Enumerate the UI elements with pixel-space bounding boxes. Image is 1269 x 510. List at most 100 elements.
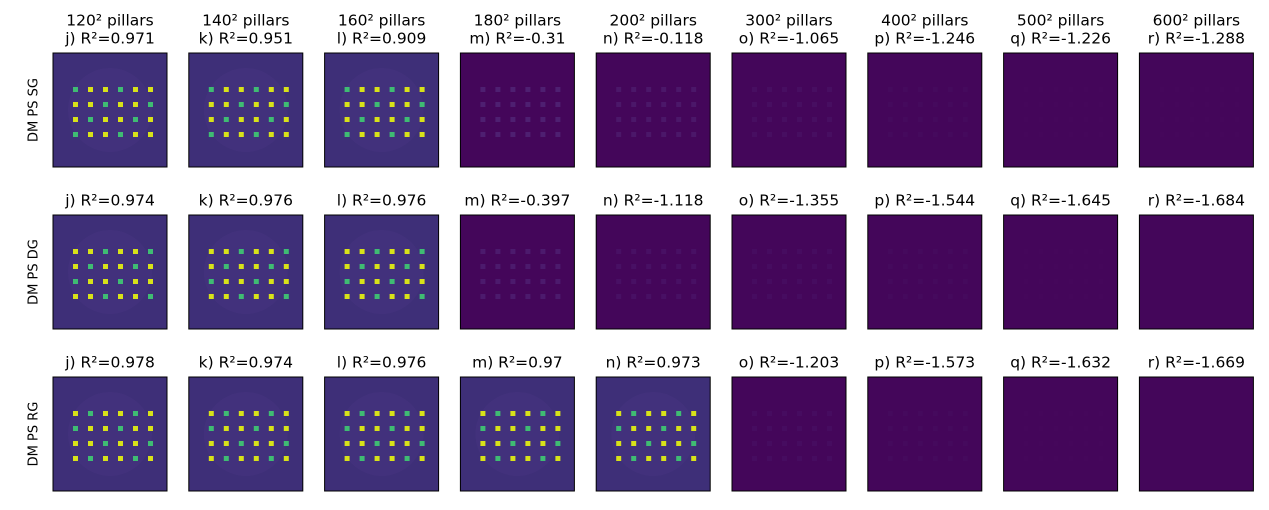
pillar bbox=[253, 441, 259, 446]
halo bbox=[68, 392, 152, 476]
pillar bbox=[827, 264, 832, 269]
pillar bbox=[661, 294, 667, 299]
pillar bbox=[917, 264, 923, 269]
panel-image bbox=[324, 376, 440, 492]
pillar bbox=[1068, 456, 1074, 461]
panel-image bbox=[188, 214, 304, 330]
pillar bbox=[495, 117, 501, 122]
pillar bbox=[495, 294, 501, 299]
pillar bbox=[480, 249, 486, 254]
pillar bbox=[676, 87, 682, 92]
halo bbox=[339, 68, 424, 152]
pillar bbox=[1068, 294, 1074, 299]
pillar bbox=[646, 279, 652, 284]
panel-image bbox=[867, 52, 983, 168]
panel-title: m) R²=-0.397 bbox=[464, 192, 570, 210]
panel-image bbox=[459, 376, 575, 492]
pillar bbox=[148, 132, 153, 137]
pillar bbox=[404, 87, 410, 92]
pillar bbox=[932, 411, 938, 416]
halo bbox=[203, 68, 288, 152]
pillar bbox=[510, 426, 516, 431]
panel-title: r) R²=-1.669 bbox=[1148, 354, 1245, 372]
pillar bbox=[1053, 294, 1059, 299]
pillar bbox=[1219, 87, 1225, 92]
pillar bbox=[253, 249, 259, 254]
pillar bbox=[631, 456, 637, 461]
pillar bbox=[148, 411, 153, 416]
pillar bbox=[268, 249, 274, 254]
pillar bbox=[238, 441, 244, 446]
pillar bbox=[495, 264, 501, 269]
pillar bbox=[752, 87, 757, 92]
pillar bbox=[932, 456, 938, 461]
pillar bbox=[133, 249, 138, 254]
pillar bbox=[419, 279, 425, 284]
pillar bbox=[208, 102, 214, 107]
pillar bbox=[1234, 87, 1240, 92]
pillar bbox=[797, 102, 802, 107]
pillar bbox=[133, 441, 138, 446]
pillar bbox=[631, 102, 637, 107]
pillar bbox=[510, 87, 516, 92]
pillar bbox=[917, 102, 923, 107]
pillar bbox=[148, 294, 153, 299]
pillar bbox=[782, 294, 787, 299]
pillar bbox=[404, 264, 410, 269]
pillar bbox=[962, 279, 968, 284]
pillar bbox=[646, 411, 652, 416]
pillar bbox=[419, 249, 425, 254]
pillar bbox=[631, 117, 637, 122]
pillar bbox=[73, 102, 78, 107]
pillar bbox=[419, 264, 425, 269]
pillar bbox=[947, 456, 953, 461]
pillar bbox=[1023, 411, 1029, 416]
pillar bbox=[917, 426, 923, 431]
pillar bbox=[88, 117, 93, 122]
pillar bbox=[812, 87, 817, 92]
pillar bbox=[510, 249, 516, 254]
pillar bbox=[1174, 102, 1180, 107]
pillar bbox=[88, 441, 93, 446]
pillar bbox=[223, 87, 229, 92]
pillar bbox=[782, 456, 787, 461]
pillar bbox=[555, 279, 561, 284]
pillar bbox=[88, 426, 93, 431]
column-header: 300² pillars bbox=[745, 12, 832, 30]
pillar bbox=[359, 102, 365, 107]
pillar bbox=[389, 87, 395, 92]
pillar bbox=[344, 441, 350, 446]
pillar bbox=[359, 279, 365, 284]
pillar bbox=[797, 411, 802, 416]
pillar bbox=[932, 102, 938, 107]
pillar bbox=[495, 279, 501, 284]
pillar bbox=[902, 87, 908, 92]
panel-title: r) R²=-1.684 bbox=[1148, 192, 1245, 210]
pillar bbox=[283, 117, 289, 122]
pillar bbox=[631, 132, 637, 137]
panel-title: p) R²=-1.246 bbox=[874, 30, 975, 48]
pillar bbox=[661, 456, 667, 461]
pillar bbox=[631, 411, 637, 416]
pillar bbox=[797, 456, 802, 461]
pillar bbox=[148, 264, 153, 269]
pillar bbox=[691, 456, 697, 461]
pillar bbox=[419, 87, 425, 92]
pillar bbox=[1023, 102, 1029, 107]
pillar bbox=[782, 249, 787, 254]
panel-image bbox=[1003, 52, 1119, 168]
pillar bbox=[555, 294, 561, 299]
pillar bbox=[902, 441, 908, 446]
pillar bbox=[1053, 264, 1059, 269]
pillar bbox=[118, 456, 123, 461]
pillar bbox=[359, 264, 365, 269]
pillar bbox=[752, 249, 757, 254]
pillar bbox=[887, 264, 893, 269]
pillar bbox=[646, 117, 652, 122]
pillar bbox=[1189, 132, 1195, 137]
pillar bbox=[73, 426, 78, 431]
pillar bbox=[917, 117, 923, 122]
pillar bbox=[208, 87, 214, 92]
pillar bbox=[616, 294, 622, 299]
pillar bbox=[389, 264, 395, 269]
